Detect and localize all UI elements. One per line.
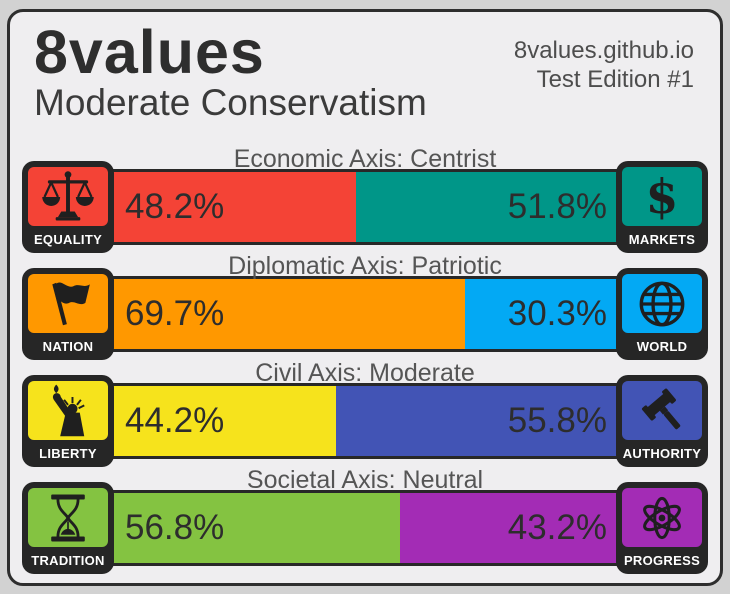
bar-left-segment: 69.7% [111, 279, 466, 349]
axis-title: Diplomatic Axis: Patriotic [228, 252, 502, 280]
tradition-percent: 56.8% [125, 508, 225, 547]
authority-percent: 55.8% [507, 401, 607, 440]
bar-right-segment: 43.2% [399, 493, 619, 563]
world-percent: 30.3% [507, 294, 607, 333]
axes-list: Economic Axis: Centrist [10, 144, 720, 574]
progress-label: PROGRESS [623, 553, 701, 568]
axis-title: Societal Axis: Neutral [246, 466, 484, 494]
liberty-percent: 44.2% [125, 401, 225, 440]
site-url: 8values.github.io [513, 37, 694, 64]
axis-title: Economic Axis: Centrist [233, 145, 497, 173]
tradition-badge: TRADITION [22, 482, 114, 574]
hourglass-icon [28, 488, 108, 547]
axis-diplomatic: Diplomatic Axis: Patriotic NATION 69.7% [10, 253, 720, 360]
economic-bar: 48.2% 51.8% [108, 169, 622, 245]
axis-civil: Civil Axis: Moderate LIBERTY [10, 360, 720, 467]
tradition-label: TRADITION [31, 553, 105, 568]
results-card: 8values 8values.github.io Test Edition #… [7, 9, 723, 586]
diplomatic-bar: 69.7% 30.3% [108, 276, 622, 352]
atom-icon [622, 488, 702, 547]
liberty-badge: LIBERTY [22, 375, 114, 467]
equality-percent: 48.2% [125, 187, 225, 226]
progress-percent: 43.2% [507, 508, 607, 547]
markets-percent: 51.8% [507, 187, 607, 226]
markets-badge: $ MARKETS [616, 161, 708, 253]
axis-societal: Societal Axis: Neutral TRADITION [10, 467, 720, 574]
bar-right-segment: 30.3% [465, 279, 619, 349]
world-label: WORLD [636, 339, 688, 354]
liberty-label: LIBERTY [39, 446, 97, 461]
site-info: 8values.github.io Test Edition #1 [514, 36, 694, 94]
axis-row: NATION 69.7% 30.3% [10, 268, 720, 360]
dollar-icon: $ [622, 167, 702, 226]
liberty-statue-icon [28, 381, 108, 440]
axis-row: TRADITION 56.8% 43.2% [10, 482, 720, 574]
app-title: 8values [34, 18, 265, 86]
authority-label: AUTHORITY [622, 446, 702, 461]
axis-row: EQUALITY 48.2% 51.8% $ M [10, 161, 720, 253]
authority-badge: AUTHORITY [616, 375, 708, 467]
scales-icon [28, 167, 108, 226]
bar-left-segment: 44.2% [111, 386, 336, 456]
header: 8values 8values.github.io Test Edition #… [10, 12, 720, 144]
gavel-icon [622, 381, 702, 440]
bar-right-segment: 51.8% [355, 172, 619, 242]
bar-left-segment: 48.2% [111, 172, 356, 242]
nation-label: NATION [42, 339, 94, 354]
equality-label: EQUALITY [33, 232, 103, 247]
svg-text:$: $ [646, 169, 679, 224]
civil-bar: 44.2% 55.8% [108, 383, 622, 459]
globe-icon [622, 274, 702, 333]
ideology-result: Moderate Conservatism [34, 82, 427, 123]
test-edition: Test Edition #1 [536, 66, 694, 93]
flag-icon [28, 274, 108, 333]
axis-row: LIBERTY 44.2% 55.8% [10, 375, 720, 467]
equality-badge: EQUALITY [22, 161, 114, 253]
axis-title: Civil Axis: Moderate [255, 359, 475, 387]
markets-label: MARKETS [628, 232, 696, 247]
bar-right-segment: 55.8% [335, 386, 619, 456]
societal-bar: 56.8% 43.2% [108, 490, 622, 566]
bar-left-segment: 56.8% [111, 493, 400, 563]
nation-badge: NATION [22, 268, 114, 360]
world-badge: WORLD [616, 268, 708, 360]
nation-percent: 69.7% [125, 294, 225, 333]
axis-economic: Economic Axis: Centrist [10, 146, 720, 253]
progress-badge: PROGRESS [616, 482, 708, 574]
